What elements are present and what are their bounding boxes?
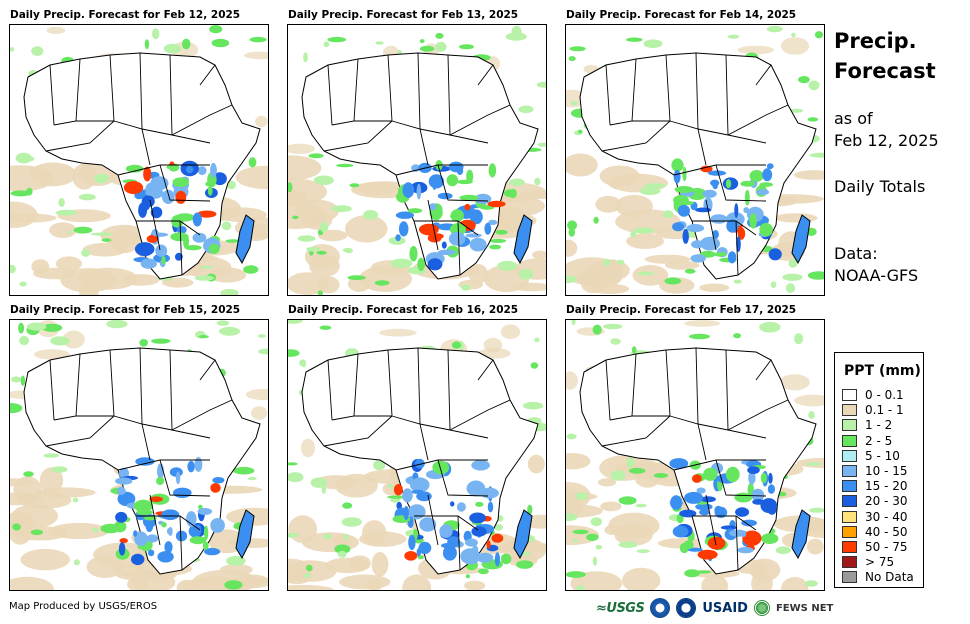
data-source-label: Data: xyxy=(834,244,878,263)
legend-swatch xyxy=(842,541,857,553)
legend-row: 15 - 20 xyxy=(842,479,908,493)
legend-label: 20 - 30 xyxy=(865,494,908,509)
africa-precip-map xyxy=(288,25,546,295)
legend-row: 10 - 15 xyxy=(842,464,908,478)
legend-row: > 75 xyxy=(842,555,894,569)
legend-row: 5 - 10 xyxy=(842,449,900,463)
legend-row: 20 - 30 xyxy=(842,494,908,508)
noaa-logo-icon xyxy=(650,598,671,618)
forecast-map-4 xyxy=(9,319,269,591)
forecast-map-6 xyxy=(565,319,825,591)
legend-label: 2 - 5 xyxy=(865,433,893,448)
africa-precip-map xyxy=(566,320,824,590)
map-credit: Map Produced by USGS/EROS xyxy=(9,601,158,612)
forecast-map-5 xyxy=(287,319,547,591)
usgs-logo: ≈USGS xyxy=(596,600,645,616)
as-of-value: Feb 12, 2025 xyxy=(834,131,939,150)
legend-swatch xyxy=(842,434,857,447)
usaid-seal-icon xyxy=(676,598,697,618)
africa-precip-map xyxy=(566,25,824,295)
legend-title: PPT (mm) xyxy=(844,363,921,379)
legend-label: 5 - 10 xyxy=(865,448,900,463)
legend-row: 0 - 0.1 xyxy=(842,388,904,402)
legend-label: 10 - 15 xyxy=(865,464,908,478)
legend-swatch xyxy=(842,480,857,493)
legend-row: 0.1 - 1 xyxy=(842,403,904,417)
legend-swatch xyxy=(842,556,857,569)
africa-precip-map xyxy=(288,320,546,590)
legend-swatch xyxy=(842,571,857,584)
africa-precip-map xyxy=(10,25,268,295)
panel-title-4: Daily Precip. Forecast for Feb 15, 2025 xyxy=(10,304,241,316)
legend-row: 30 - 40 xyxy=(842,510,908,524)
usaid-logo: USAID xyxy=(702,600,748,616)
panel-title-3: Daily Precip. Forecast for Feb 14, 2025 xyxy=(566,9,797,21)
fews-net-logo: FEWS NET xyxy=(775,602,834,614)
legend-row: No Data xyxy=(842,570,914,584)
legend-swatch xyxy=(842,404,857,417)
side-title-line2: Forecast xyxy=(834,59,936,83)
panel-title-6: Daily Precip. Forecast for Feb 17, 2025 xyxy=(566,304,797,316)
data-source-value: NOAA-GFS xyxy=(834,266,919,285)
forecast-map-2 xyxy=(287,24,547,296)
legend-label: No Data xyxy=(865,570,914,585)
legend-label: 0.1 - 1 xyxy=(865,403,904,418)
forecast-map-1 xyxy=(9,24,269,296)
forecast-map-3 xyxy=(565,24,825,296)
legend-swatch xyxy=(842,510,857,523)
panel-title-2: Daily Precip. Forecast for Feb 13, 2025 xyxy=(288,9,519,21)
panel-title-5: Daily Precip. Forecast for Feb 16, 2025 xyxy=(288,304,519,316)
legend-row: 50 - 75 xyxy=(842,540,908,554)
legend-label: 15 - 20 xyxy=(865,479,908,494)
legend-label: 40 - 50 xyxy=(865,524,908,539)
logo-strip: ≈USGS USAID FEWS NET xyxy=(596,596,833,620)
legend-swatch xyxy=(842,525,857,538)
legend-swatch xyxy=(842,465,857,477)
legend-label: 30 - 40 xyxy=(865,509,908,524)
legend-row: 40 - 50 xyxy=(842,525,908,539)
data-source: Data: NOAA-GFS xyxy=(834,243,918,287)
legend-row: 2 - 5 xyxy=(842,434,892,448)
side-title: Precip. Forecast xyxy=(834,26,936,86)
legend-swatch xyxy=(842,389,857,401)
africa-precip-map xyxy=(10,320,268,590)
daily-totals-label: Daily Totals xyxy=(834,177,926,196)
legend-label: > 75 xyxy=(865,555,895,570)
as-of-date: as of Feb 12, 2025 xyxy=(834,108,939,152)
side-title-line1: Precip. xyxy=(834,29,917,53)
legend-label: 50 - 75 xyxy=(865,540,908,554)
legend-row: 1 - 2 xyxy=(842,418,892,432)
legend-swatch xyxy=(842,419,857,432)
as-of-label: as of xyxy=(834,109,873,128)
panel-title-1: Daily Precip. Forecast for Feb 12, 2025 xyxy=(10,9,241,21)
legend-swatch xyxy=(842,449,857,462)
fews-globe-icon xyxy=(753,600,770,616)
legend-label: 0 - 0.1 xyxy=(865,388,904,402)
legend-swatch xyxy=(842,495,857,508)
legend-label: 1 - 2 xyxy=(865,418,893,433)
